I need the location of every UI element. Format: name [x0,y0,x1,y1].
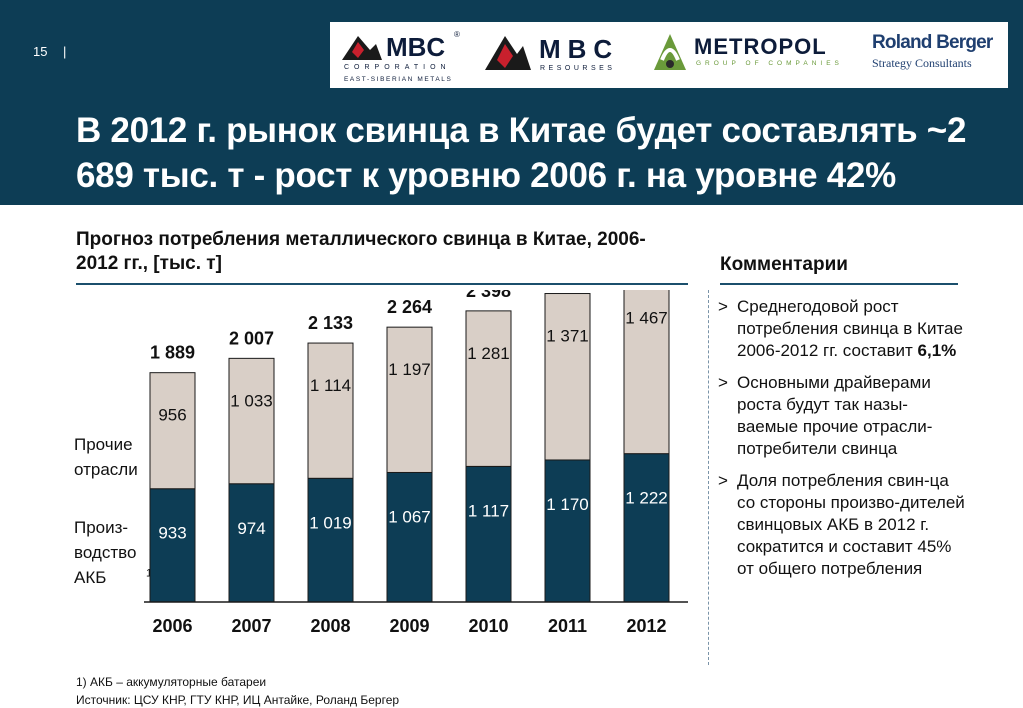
bar-akb-2012 [623,453,670,603]
comments-title-rule [720,283,958,285]
comments-list: > Среднегодовой рост потребления свинца … [718,296,968,590]
comment-bullet: > [718,297,728,316]
metropol-logo: METROPOL GROUP OF COMPANIES [650,28,850,80]
header-band: 15 | MBC ® CORPORATION EAST-SIBERIAN MET… [0,0,1023,205]
comment-text: Среднегодовой рост потребления свинца в … [737,297,963,360]
x-tick-2012: 2012 [626,616,666,636]
x-tick-2007: 2007 [231,616,271,636]
comment-bullet: > [718,373,728,392]
mbc-resources-line1: RESOURSES [540,65,616,72]
row-label-akb: Произ-водство АКБ1) [74,515,156,590]
page-number: 15 [33,44,48,59]
total-label-2009: 2 264 [387,297,432,317]
x-tick-2008: 2008 [310,616,350,636]
comment-text: Основными драйверами роста будут так наз… [737,373,933,458]
value-label-other-2008: 1 114 [310,376,351,395]
mbc-resources-name: MBC [539,34,620,64]
bar-akb-2006 [149,488,196,603]
chart-heading-rule [76,283,688,285]
bar-other-2010 [465,310,512,467]
comment-bullet: > [718,471,728,490]
value-label-akb-2010: 1 117 [468,501,509,520]
roland-berger-logo: Roland Berger Strategy Consultants [870,30,1006,80]
metropol-line1: GROUP OF COMPANIES [696,60,843,67]
bar-other-2012 [623,290,670,455]
stacked-bar-chart: 933 956 1 889 2006 974 1 033 2 007 2007 1 019 1 1… [144,290,688,636]
footnote-akb: 1) АКБ – аккумуляторные батареи [76,675,267,689]
total-label-2006: 1 889 [150,343,195,363]
mountain-icon [485,36,531,70]
value-label-akb-2006: 933 [158,524,186,543]
comment-bold: 6,1% [917,341,957,360]
bar-akb-2007 [228,483,275,603]
mbc-resources-logo: MBC RESOURSES [483,28,623,80]
roland-berger-name: Roland Berger [872,32,993,53]
value-label-other-2011: 1 371 [546,327,589,346]
bar-akb-2009 [386,471,433,603]
x-tick-2009: 2009 [389,616,429,636]
page-title: В 2012 г. рынок свинца в Китае будет сос… [76,111,967,195]
bar-akb-2011 [544,459,591,603]
x-tick-2010: 2010 [468,616,508,636]
row-label-other: Прочие отрасли [74,435,138,479]
mbc-corporation-line1: CORPORATION [344,64,451,71]
bar-akb-2008 [307,477,354,603]
footnote: 1) АКБ – аккумуляторные батареи Источник… [76,673,399,708]
comment-item: > Доля потребления свин-ца со стороны пр… [718,470,968,580]
value-label-other-2012: 1 467 [625,309,668,328]
chart-heading: Прогноз потребления металлического свинц… [76,229,646,274]
comments-divider [708,290,709,665]
value-label-akb-2008: 1 019 [309,513,352,532]
value-label-other-2010: 1 281 [467,344,510,363]
mbc-corporation-name: MBC [386,32,446,62]
value-label-akb-2009: 1 067 [388,507,431,526]
x-tick-2006: 2006 [152,616,192,636]
bar-other-2011 [544,293,591,461]
metropol-name: METROPOL [694,34,827,59]
bar-other-2009 [386,326,433,473]
metropol-emblem-icon [654,34,686,70]
mountain-icon [342,36,382,60]
bar-other-2007 [228,357,275,485]
x-tick-2011: 2011 [548,616,587,636]
value-label-other-2007: 1 033 [230,391,273,410]
roland-berger-line1: Strategy Consultants [872,56,972,70]
total-label-2008: 2 133 [308,313,353,333]
value-label-akb-2012: 1 222 [625,489,668,508]
value-label-akb-2007: 974 [237,519,265,538]
value-label-other-2006: 956 [158,406,186,425]
logo-strip: MBC ® CORPORATION EAST-SIBERIAN METALS M… [330,22,1008,88]
comment-item: > Среднегодовой рост потребления свинца … [718,296,968,362]
mbc-corporation-logo: MBC ® CORPORATION EAST-SIBERIAN METALS [340,28,470,86]
comment-item: > Основными драйверами роста будут так н… [718,372,968,460]
bar-other-2008 [307,342,354,479]
total-label-2007: 2 007 [229,328,274,348]
bar-akb-2010 [465,465,512,603]
footnote-source: Источник: ЦСУ КНР, ГТУ КНР, ИЦ Антайке, … [76,693,400,707]
registered-mark: ® [454,30,460,39]
bar-other-2006 [149,372,196,490]
value-label-other-2009: 1 197 [388,360,431,379]
value-label-akb-2011: 1 170 [546,495,589,514]
total-label-2010: 2 398 [466,290,511,301]
comment-text: Доля потребления свин-ца со стороны прои… [737,471,965,578]
comments-title: Комментарии [720,254,848,275]
mbc-corporation-line2: EAST-SIBERIAN METALS [344,76,453,83]
page-separator: | [63,44,67,59]
